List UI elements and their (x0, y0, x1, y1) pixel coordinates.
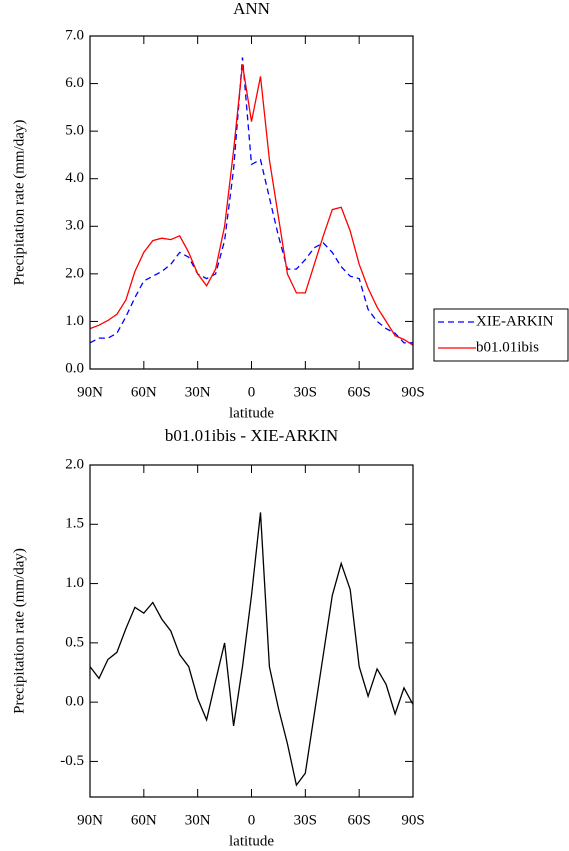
y-tick-label: 0.0 (65, 694, 84, 710)
x-tick-label: 60S (347, 384, 370, 400)
y-tick-label: 7.0 (65, 27, 84, 43)
legend-frame (433, 308, 569, 362)
x-axis-label: latitude (229, 405, 274, 421)
y-tick-label: 1.0 (65, 575, 84, 591)
y-tick-label: 2.0 (65, 456, 84, 472)
y-tick-label: 5.0 (65, 123, 84, 139)
x-tick-label: 60S (347, 812, 370, 828)
plot-frame (89, 464, 414, 798)
x-tick-label: 90S (401, 384, 424, 400)
y-tick-label: -0.5 (60, 753, 84, 769)
y-tick-label: 3.0 (65, 218, 84, 234)
legend-label: b01.01ibis (476, 339, 539, 355)
x-tick-label: 0 (248, 384, 256, 400)
y-tick-label: 1.5 (65, 516, 84, 532)
x-tick-label: 30N (185, 812, 211, 828)
data-line (89, 512, 414, 787)
y-tick-label: 0.0 (65, 360, 84, 376)
x-tick-label: 90N (77, 812, 103, 828)
x-tick-label: 90N (77, 384, 103, 400)
x-tick-label: 60N (131, 812, 157, 828)
y-tick-label: 6.0 (65, 75, 84, 91)
y-tick-label: 0.5 (65, 634, 84, 650)
y-tick-label: 1.0 (65, 313, 84, 329)
chart-title: b01.01ibis - XIE-ARKIN (165, 426, 338, 445)
legend-label: XIE-ARKIN (476, 313, 554, 329)
x-tick-label: 30S (294, 812, 317, 828)
y-axis-label: Precipitation rate (mm/day) (11, 548, 27, 714)
data-line (89, 57, 413, 344)
y-axis-label: Precipitation rate (mm/day) (11, 120, 27, 286)
chart-title: ANN (233, 0, 270, 18)
x-tick-label: 90S (401, 812, 424, 828)
x-tick-label: 0 (248, 812, 256, 828)
y-tick-label: 2.0 (65, 265, 84, 281)
x-tick-label: 60N (131, 384, 157, 400)
data-line (89, 64, 414, 346)
x-axis-label: latitude (229, 833, 274, 849)
y-tick-label: 4.0 (65, 170, 84, 186)
plot-frame (89, 35, 414, 370)
x-tick-label: 30S (294, 384, 317, 400)
x-tick-label: 30N (185, 384, 211, 400)
